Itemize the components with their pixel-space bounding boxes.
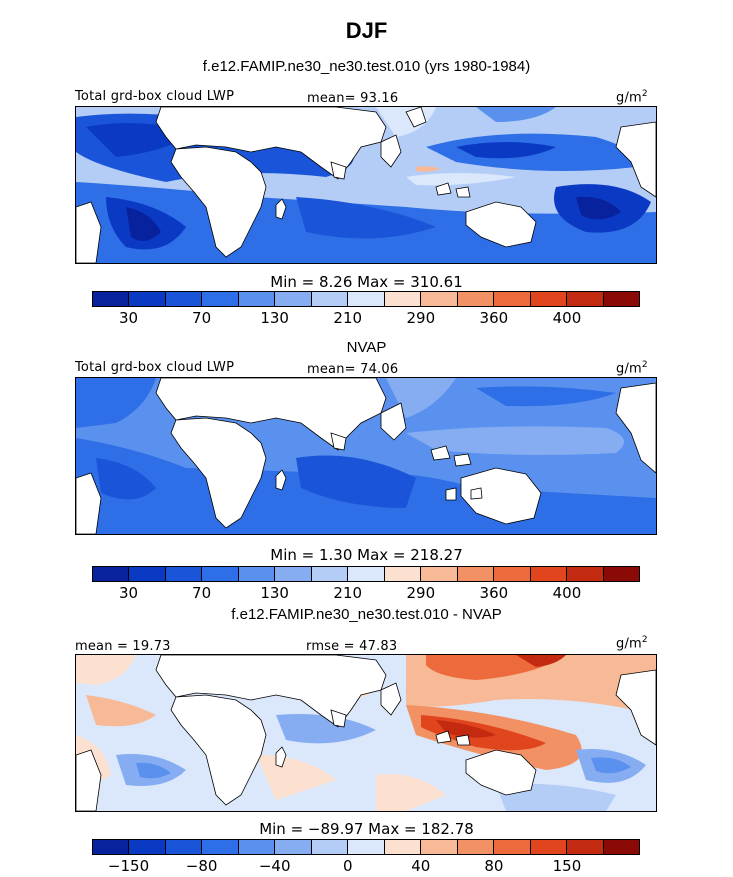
- colorbar-swatch: [165, 567, 203, 581]
- colorbar-swatch: [311, 840, 349, 854]
- colorbar-swatch: [567, 567, 604, 581]
- colorbar-swatch: [238, 292, 276, 306]
- colorbar-swatch: [384, 840, 422, 854]
- colorbar-tick-label: 360: [479, 584, 509, 602]
- colorbar-tick-label: 130: [260, 309, 289, 327]
- colorbar-swatch: [311, 567, 349, 581]
- colorbar-swatch: [275, 292, 312, 306]
- panel1-left-label: Total grd-box cloud LWP: [75, 89, 235, 104]
- colorbar-swatch: [93, 840, 130, 854]
- panel2-colorbar: [92, 566, 640, 582]
- colorbar-tick-label: 360: [479, 309, 509, 327]
- colorbar-swatch: [421, 292, 458, 306]
- colorbar-swatch: [567, 292, 604, 306]
- panel3-minmax: Min = −89.97 Max = 182.78: [259, 820, 474, 838]
- colorbar-swatch: [603, 840, 640, 854]
- colorbar-tick-label: 70: [192, 309, 212, 327]
- colorbar-swatch: [129, 567, 166, 581]
- panel2-subtitle: NVAP: [346, 339, 387, 356]
- panel3-mean-label: mean = 19.73: [75, 639, 171, 654]
- colorbar-swatch: [603, 567, 640, 581]
- colorbar-swatch: [202, 840, 239, 854]
- colorbar-swatch: [275, 567, 312, 581]
- panel3-subtitle: f.e12.FAMIP.ne30_ne30.test.010 - NVAP: [231, 606, 502, 623]
- colorbar-tick-label: −40: [258, 857, 291, 875]
- panel3-unit: g/m2: [616, 635, 648, 652]
- colorbar-tick-label: −150: [107, 857, 150, 875]
- colorbar-swatch: [165, 840, 203, 854]
- panel3-coastlines: [76, 655, 656, 811]
- colorbar-swatch: [530, 840, 568, 854]
- panel2-coastlines: [76, 378, 656, 534]
- panel1-minmax: Min = 8.26 Max = 310.61: [270, 273, 463, 291]
- panel2-minmax: Min = 1.30 Max = 218.27: [270, 546, 463, 564]
- colorbar-swatch: [421, 840, 458, 854]
- colorbar-swatch: [348, 292, 385, 306]
- colorbar-swatch: [457, 840, 495, 854]
- panel2-mean-label: mean= 74.06: [307, 362, 399, 377]
- colorbar-tick-label: 400: [552, 584, 582, 602]
- panel1-mean-label: mean= 93.16: [307, 91, 399, 106]
- colorbar-tick-label: −80: [185, 857, 218, 875]
- colorbar-swatch: [93, 292, 130, 306]
- panel1-unit: g/m2: [616, 89, 648, 106]
- panel2-unit: g/m2: [616, 360, 648, 377]
- colorbar-swatch: [457, 567, 495, 581]
- colorbar-swatch: [93, 567, 130, 581]
- colorbar-swatch: [129, 292, 166, 306]
- colorbar-tick-label: 290: [406, 584, 436, 602]
- colorbar-tick-label: 40: [411, 857, 431, 875]
- panel3-map: [75, 654, 657, 812]
- colorbar-swatch: [421, 567, 458, 581]
- colorbar-tick-label: 30: [118, 309, 139, 327]
- panel2-left-label: Total grd-box cloud LWP: [75, 360, 235, 375]
- colorbar-tick-label: 290: [406, 309, 436, 327]
- colorbar-tick-label: 70: [192, 584, 212, 602]
- colorbar-swatch: [348, 567, 385, 581]
- colorbar-tick-label: 0: [342, 857, 353, 875]
- panel1-colorbar: [92, 291, 640, 307]
- colorbar-swatch: [165, 292, 203, 306]
- colorbar-tick-label: 150: [552, 857, 582, 875]
- colorbar-tick-label: 130: [260, 584, 289, 602]
- top-subtitle: f.e12.FAMIP.ne30_ne30.test.010 (yrs 1980…: [202, 58, 531, 75]
- colorbar-swatch: [530, 292, 568, 306]
- colorbar-swatch: [384, 567, 422, 581]
- colorbar-swatch: [275, 840, 312, 854]
- figure-title: DJF: [345, 18, 388, 43]
- colorbar-tick-label: 80: [484, 857, 504, 875]
- colorbar-swatch: [494, 292, 531, 306]
- panel3-rmse-label: rmse = 47.83: [306, 639, 398, 654]
- colorbar-tick-label: 30: [118, 584, 139, 602]
- panel3-colorbar: [92, 839, 640, 855]
- colorbar-swatch: [129, 840, 166, 854]
- colorbar-swatch: [311, 292, 349, 306]
- panel2-map: [75, 377, 657, 535]
- colorbar-tick-label: 400: [552, 309, 582, 327]
- colorbar-swatch: [238, 840, 276, 854]
- colorbar-swatch: [384, 292, 422, 306]
- colorbar-tick-label: 210: [333, 584, 363, 602]
- colorbar-swatch: [567, 840, 604, 854]
- colorbar-swatch: [494, 840, 531, 854]
- colorbar-swatch: [202, 292, 239, 306]
- colorbar-swatch: [348, 840, 385, 854]
- colorbar-swatch: [202, 567, 239, 581]
- panel1-map: [75, 106, 657, 264]
- colorbar-swatch: [494, 567, 531, 581]
- colorbar-swatch: [238, 567, 276, 581]
- panel1-coastlines: [76, 107, 656, 263]
- colorbar-swatch: [603, 292, 640, 306]
- colorbar-tick-label: 210: [333, 309, 363, 327]
- colorbar-swatch: [457, 292, 495, 306]
- colorbar-swatch: [530, 567, 568, 581]
